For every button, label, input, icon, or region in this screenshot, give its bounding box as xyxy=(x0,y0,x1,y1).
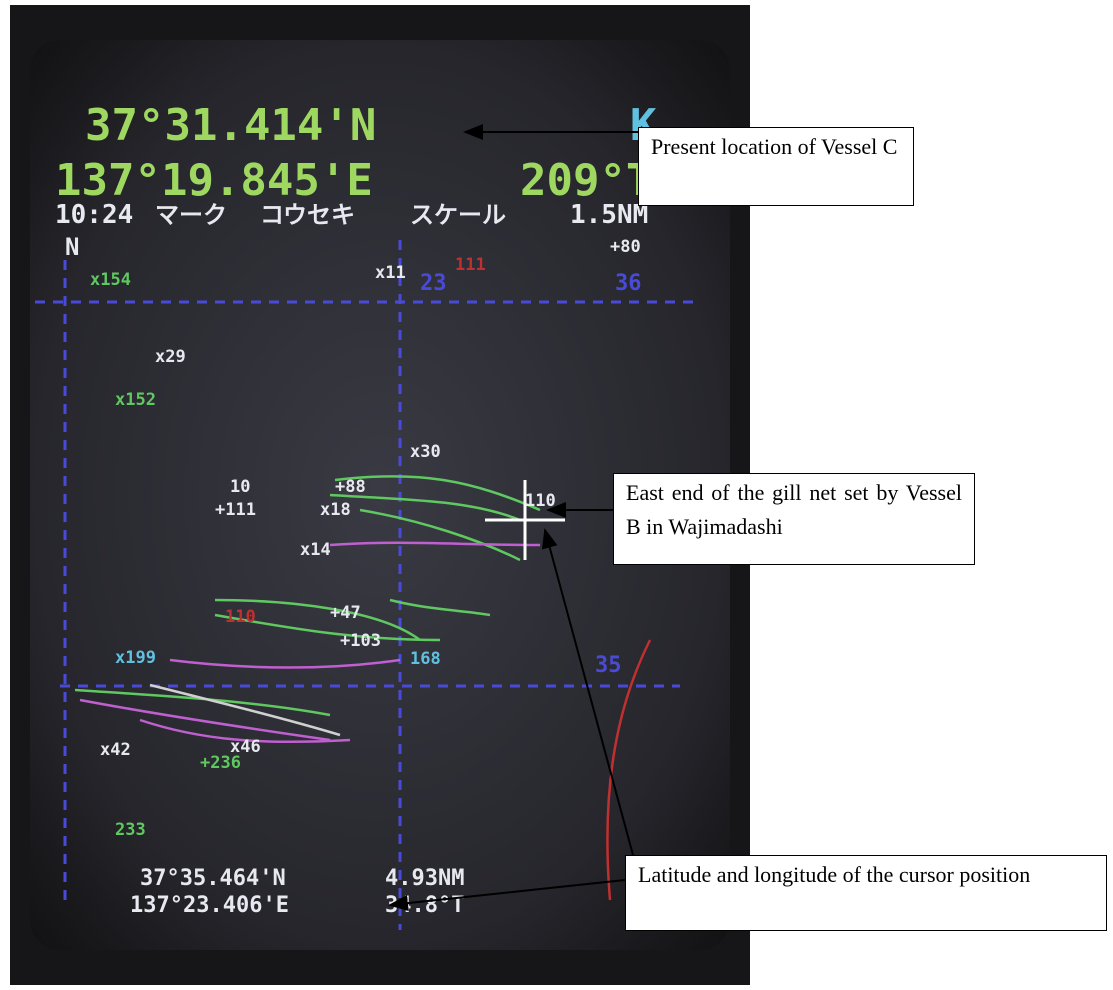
mark: +111 xyxy=(215,500,256,520)
mark: 111 xyxy=(455,255,486,275)
mark: x14 xyxy=(300,540,331,560)
scale-label: スケール xyxy=(410,201,506,229)
mark: x29 xyxy=(155,347,186,367)
mark: +236 xyxy=(200,753,241,773)
page: 37°31.414'N 137°19.845'E 209°T K 10:24 マ… xyxy=(0,0,1113,990)
mark: +88 xyxy=(335,477,366,497)
scale: 1.5NM xyxy=(570,200,648,230)
track-label: コウセキ xyxy=(260,201,355,229)
grid-label: 23 xyxy=(420,271,447,296)
cursor-bearing: 34.8°T xyxy=(385,893,464,918)
cursor-latitude: 37°35.464'N xyxy=(140,866,286,891)
mark: x152 xyxy=(115,390,156,410)
latitude: 37°31.414'N xyxy=(85,100,376,151)
mark-label: マーク xyxy=(155,201,227,229)
mark: x42 xyxy=(100,740,131,760)
grid-label: 36 xyxy=(615,271,642,296)
mark: 168 xyxy=(410,649,441,669)
mark: x11 xyxy=(375,263,406,283)
mark: x199 xyxy=(115,648,156,668)
mark: +103 xyxy=(340,631,381,651)
mark: x18 xyxy=(320,500,351,520)
heading: 209°T xyxy=(520,155,652,206)
longitude: 137°19.845'E xyxy=(55,155,373,206)
north: N xyxy=(65,233,79,261)
mark: +47 xyxy=(330,603,361,623)
annotation: Latitude and longitude of the cursor pos… xyxy=(625,855,1107,931)
annotation: Present location of Vessel C xyxy=(638,127,914,206)
cursor-distance: 4.93NM xyxy=(385,866,464,891)
mark: x30 xyxy=(410,442,441,462)
mark: +80 xyxy=(610,237,641,257)
mark: 110 xyxy=(525,491,556,511)
mark: x154 xyxy=(90,270,131,290)
annotation: East end of the gill net set by Vessel B… xyxy=(613,473,975,565)
mark: 10 xyxy=(230,477,250,497)
time: 10:24 xyxy=(55,200,133,230)
mark: 110 xyxy=(225,607,256,627)
grid-label: 35 xyxy=(595,653,622,678)
mark: 233 xyxy=(115,820,146,840)
cursor-longitude: 137°23.406'E xyxy=(130,893,289,918)
